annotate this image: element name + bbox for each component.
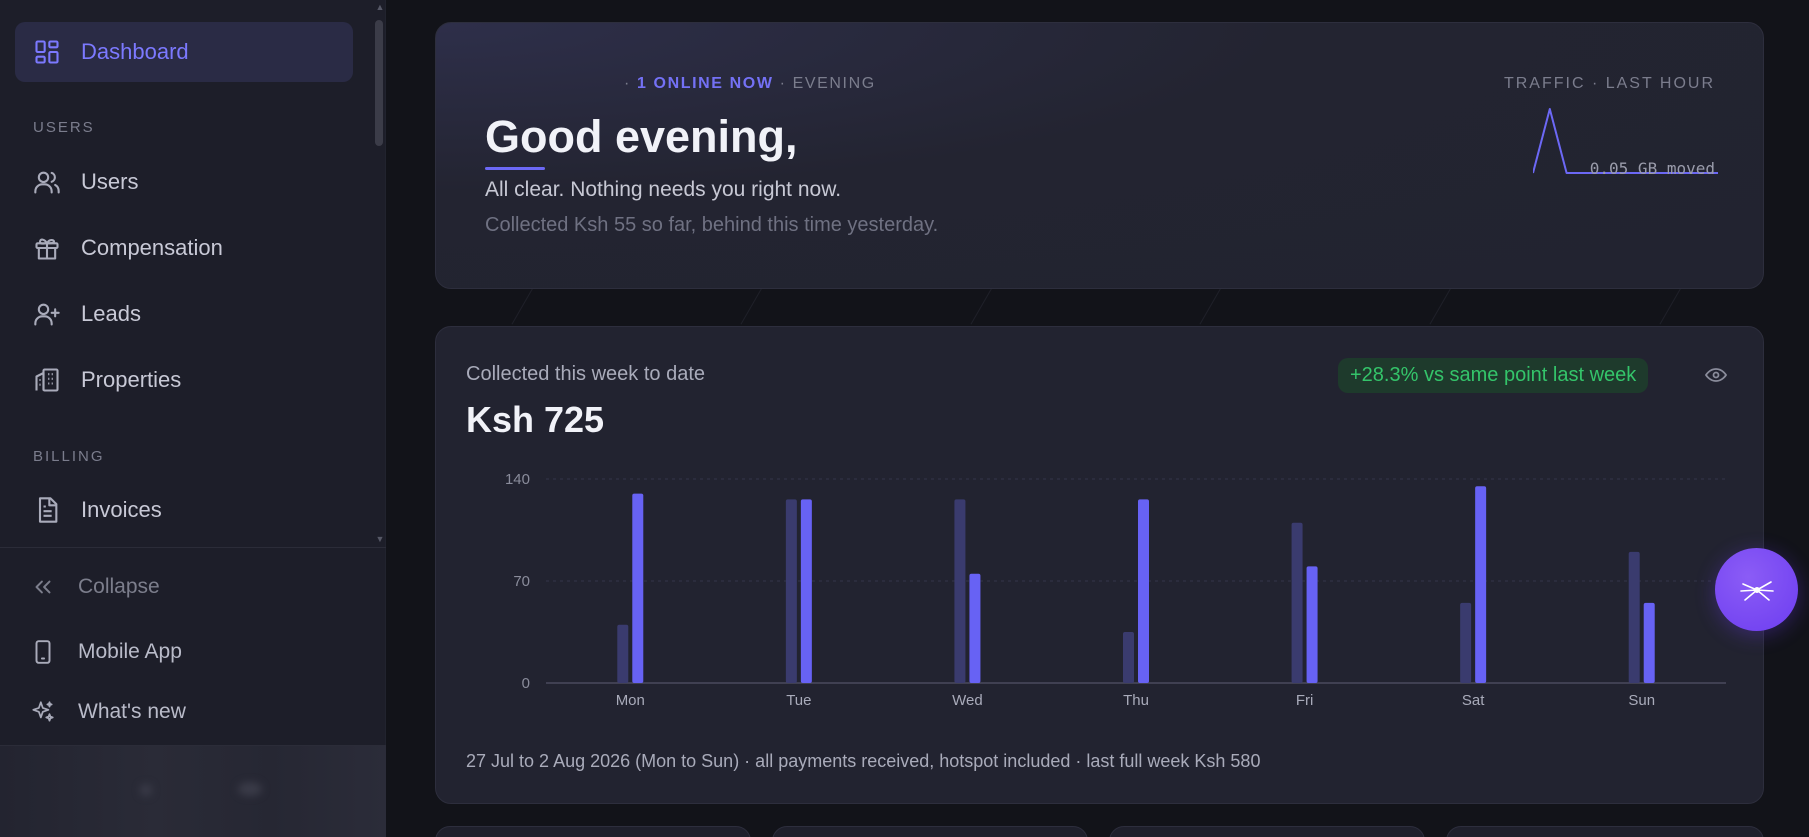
background-decoration <box>511 285 535 325</box>
users-icon <box>33 168 61 196</box>
sidebar-item-compensation[interactable]: Compensation <box>15 218 353 278</box>
weekly-bar-chart: 0 70 140 Mon Tue Wed Thu Fri Sat Sun <box>505 471 1726 709</box>
whats-new-link[interactable]: What's new <box>30 692 186 732</box>
scrollbar-thumb[interactable] <box>375 20 383 146</box>
traffic-sparkline-path <box>1533 108 1718 174</box>
x-tick-label: Fri <box>1296 692 1314 709</box>
user-plus-icon <box>33 300 61 328</box>
bar-previous-week <box>1123 632 1134 683</box>
time-of-day: EVENING <box>792 75 876 92</box>
bar-this-week <box>1306 566 1318 683</box>
hero-status-line: · 1 ONLINE NOW · EVENING <box>624 75 876 92</box>
y-tick-label: 140 <box>505 471 530 488</box>
bar-previous-week <box>785 499 797 683</box>
greeting-underline <box>485 167 545 170</box>
bar-this-week <box>969 573 981 683</box>
summary-card <box>1446 826 1764 837</box>
background-decoration <box>1199 285 1223 325</box>
summary-card <box>435 826 751 837</box>
mobile-app-label: Mobile App <box>78 640 182 663</box>
sidebar: Dashboard USERS Users Compensation Leads <box>0 0 386 837</box>
background-decoration <box>1659 285 1683 325</box>
traffic-moved-value: 0.05 GB moved <box>1589 159 1715 178</box>
summary-card <box>772 826 1088 837</box>
bar-this-week <box>1138 499 1149 683</box>
bar-this-week <box>1643 602 1655 683</box>
sparkles-icon <box>30 699 56 725</box>
sidebar-nav: Dashboard USERS Users Compensation Leads <box>0 0 386 546</box>
sidebar-item-users[interactable]: Users <box>15 152 353 212</box>
y-tick-label: 70 <box>513 573 530 590</box>
avatar <box>140 784 152 796</box>
summary-card <box>1109 826 1425 837</box>
profile-detail <box>238 782 262 796</box>
bar-previous-week <box>1291 522 1303 683</box>
trend-badge: +28.3% vs same point last week <box>1338 358 1649 393</box>
background-decoration <box>1429 285 1453 325</box>
x-tick-label: Mon <box>616 692 645 709</box>
chevrons-left-icon <box>30 574 56 600</box>
scroll-up-arrow-icon[interactable]: ▲ <box>375 2 385 12</box>
x-tick-label: Tue <box>786 692 811 709</box>
whats-new-label: What's new <box>78 700 186 723</box>
bar-this-week <box>800 499 812 683</box>
section-title-billing: BILLING <box>33 448 105 465</box>
online-now-count: 1 ONLINE NOW <box>636 75 774 92</box>
background-decoration <box>740 285 764 325</box>
sidebar-divider <box>0 547 386 548</box>
bar-previous-week <box>1460 602 1472 683</box>
sidebar-item-leads[interactable]: Leads <box>15 284 353 344</box>
background-decoration <box>970 285 994 325</box>
bar-previous-week <box>954 499 966 683</box>
collapse-label: Collapse <box>78 575 160 598</box>
dashboard-grid-icon <box>33 38 61 66</box>
sidebar-item-label: Properties <box>81 367 182 392</box>
sidebar-item-label: Invoices <box>81 497 162 522</box>
y-tick-label: 0 <box>522 675 530 692</box>
greeting-status-text: All clear. Nothing needs you right now. <box>485 178 842 201</box>
user-profile-area[interactable] <box>0 746 386 837</box>
bar-this-week <box>632 493 644 683</box>
sidebar-item-dashboard[interactable]: Dashboard <box>15 22 353 82</box>
scroll-down-arrow-icon[interactable]: ▼ <box>375 534 385 544</box>
greeting-collection-text: Collected Ksh 55 so far, behind this tim… <box>485 214 939 236</box>
x-tick-label: Sat <box>1462 692 1485 709</box>
file-text-icon <box>33 496 61 524</box>
weekly-card-footnote: 27 Jul to 2 Aug 2026 (Mon to Sun) · all … <box>466 751 1261 771</box>
sidebar-item-label: Leads <box>81 301 141 326</box>
eye-icon[interactable] <box>1704 363 1728 387</box>
collapse-button[interactable]: Collapse <box>30 567 160 607</box>
sidebar-item-label: Dashboard <box>81 39 189 64</box>
greeting-card: · 1 ONLINE NOW · EVENING Good evening, A… <box>435 22 1764 289</box>
greeting-title: Good evening, <box>485 111 798 162</box>
mobile-app-link[interactable]: Mobile App <box>30 632 182 672</box>
x-tick-label: Thu <box>1123 692 1149 709</box>
gift-icon <box>33 234 61 262</box>
sidebar-item-invoices[interactable]: Invoices <box>15 480 353 540</box>
traffic-label: TRAFFIC · LAST HOUR <box>1503 75 1715 92</box>
smartphone-icon <box>30 639 56 665</box>
sidebar-item-label: Compensation <box>81 235 223 260</box>
sidebar-divider <box>0 745 386 746</box>
sparkle-burst-icon <box>1739 580 1774 601</box>
weekly-total-value: Ksh 725 <box>466 399 605 440</box>
x-tick-label: Sun <box>1628 692 1655 709</box>
weekly-collection-card: Collected this week to date Ksh 725 +28.… <box>435 326 1764 804</box>
traffic-sparkline <box>1533 108 1718 174</box>
building-icon <box>33 366 61 394</box>
bar-previous-week <box>617 624 629 683</box>
weekly-card-title: Collected this week to date <box>466 363 706 385</box>
assistant-fab-button[interactable] <box>1715 548 1798 631</box>
sidebar-item-properties[interactable]: Properties <box>15 350 353 410</box>
sidebar-item-label: Users <box>81 169 139 194</box>
x-tick-label: Wed <box>952 692 983 709</box>
bar-this-week <box>1475 486 1487 683</box>
bar-previous-week <box>1628 551 1640 683</box>
section-title-users: USERS <box>33 119 95 136</box>
